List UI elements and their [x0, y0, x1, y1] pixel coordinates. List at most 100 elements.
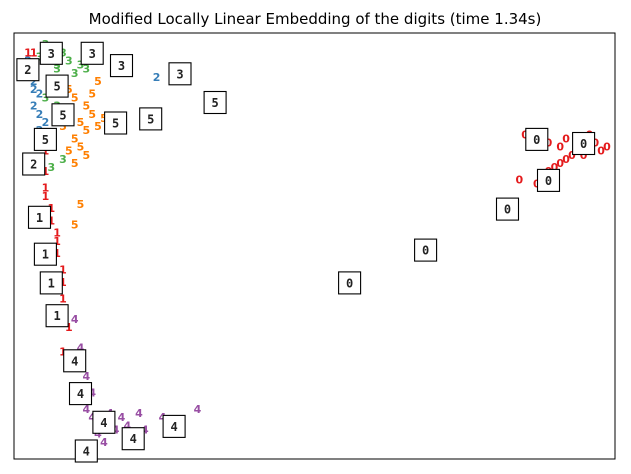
digit-thumbnail-glyph: 3	[118, 59, 125, 73]
point-digit-2: 2	[30, 100, 38, 113]
point-digit-1: 1	[47, 202, 55, 215]
point-digit-3: 3	[59, 153, 67, 166]
digit-thumbnail-2: 2	[16, 58, 40, 82]
digit-thumbnail-frame	[572, 131, 596, 156]
digit-thumbnail-3: 3	[168, 62, 192, 86]
digit-thumbnail-4: 4	[121, 427, 145, 451]
point-digit-1: 1	[53, 235, 61, 248]
digit-thumbnail-4: 4	[162, 414, 186, 438]
point-digit-4: 4	[135, 407, 143, 420]
point-digit-3: 3	[53, 63, 61, 76]
point-digit-2: 2	[36, 87, 44, 100]
digit-thumbnail-glyph: 2	[24, 63, 31, 77]
digit-thumbnail-frame	[27, 205, 52, 229]
point-digit-4: 4	[123, 419, 131, 432]
digit-thumbnail-glyph: 0	[346, 276, 353, 290]
point-digit-5: 5	[71, 91, 79, 104]
point-digit-5: 5	[77, 198, 85, 211]
digit-thumbnail-frame	[33, 242, 57, 266]
chart-title: Modified Locally Linear Embedding of the…	[89, 10, 542, 28]
point-digit-4: 4	[100, 436, 108, 449]
point-digit-2: 2	[30, 83, 38, 96]
point-digit-2: 2	[42, 116, 50, 129]
point-digit-5: 5	[71, 132, 79, 145]
point-digit-5: 5	[59, 120, 67, 133]
point-digit-4: 4	[94, 428, 102, 441]
digit-thumbnail-frame	[168, 62, 192, 86]
digit-thumbnail-4: 4	[63, 349, 87, 373]
point-digit-4: 4	[118, 411, 126, 424]
digit-thumbnail-frame	[525, 127, 549, 151]
point-digit-5: 5	[77, 116, 85, 129]
point-digit-1: 1	[59, 276, 67, 289]
digit-thumbnail-1: 1	[27, 205, 52, 229]
point-digit-4: 4	[194, 403, 202, 416]
point-digit-5: 5	[82, 124, 90, 137]
point-digit-1: 1	[59, 346, 67, 359]
digit-thumbnail-frame	[162, 414, 186, 438]
digit-thumbnail-frame	[51, 103, 75, 127]
point-digit-1: 1	[42, 165, 50, 178]
digit-thumbnail-frame	[121, 427, 145, 451]
digit-thumbnail-frame	[80, 41, 104, 65]
digit-thumbnail-frame	[109, 54, 134, 78]
digit-thumbnail-glyph: 5	[53, 80, 60, 94]
point-digit-1: 1	[59, 292, 67, 305]
point-digit-2: 2	[153, 71, 161, 84]
point-digit-0: 0	[591, 137, 599, 150]
point-digit-1: 1	[42, 182, 50, 195]
digit-thumbnail-5: 5	[104, 111, 128, 135]
point-digit-0: 0	[580, 149, 588, 162]
digit-thumbnail-frame	[203, 90, 227, 115]
digit-thumbnail-glyph: 4	[130, 432, 137, 446]
digit-thumbnail-0: 0	[338, 271, 362, 295]
point-digit-0: 0	[568, 149, 576, 162]
digit-thumbnail-glyph: 5	[211, 96, 218, 110]
point-digit-1: 1	[24, 46, 32, 59]
point-digit-4: 4	[77, 342, 85, 355]
point-digit-0: 0	[556, 157, 564, 170]
digit-thumbnail-glyph: 4	[170, 420, 177, 434]
digit-thumbnail-frame	[92, 410, 116, 434]
digit-thumbnail-0: 0	[525, 127, 549, 151]
digit-thumbnail-glyph: 5	[147, 112, 154, 126]
point-digit-4: 4	[82, 370, 90, 383]
point-digit-1: 1	[42, 190, 50, 203]
point-digit-3: 3	[71, 67, 79, 80]
digit-thumbnail-1: 1	[45, 304, 69, 328]
digit-thumbnail-5: 5	[45, 74, 69, 98]
point-digit-0: 0	[603, 141, 611, 154]
point-digit-0: 0	[597, 145, 605, 158]
point-digit-3: 3	[77, 59, 85, 72]
digit-thumbnail-frame	[104, 111, 128, 135]
digit-thumbnail-glyph: 3	[89, 47, 96, 61]
point-digit-3: 3	[42, 91, 50, 104]
digit-thumbnail-5: 5	[203, 90, 227, 115]
point-digit-3: 3	[82, 63, 90, 76]
digit-thumbnail-glyph: 1	[42, 248, 49, 262]
point-digit-0: 0	[545, 137, 553, 150]
digit-thumbnail-4: 4	[68, 382, 93, 406]
point-digit-5: 5	[100, 112, 108, 125]
digit-thumbnail-1: 1	[39, 271, 63, 295]
point-digit-1: 1	[53, 247, 61, 260]
point-digit-5: 5	[94, 120, 102, 133]
point-digit-3: 3	[47, 161, 55, 174]
digit-thumbnail-0: 0	[572, 131, 596, 156]
digit-thumbnail-glyph: 1	[53, 309, 60, 323]
point-digit-4: 4	[141, 424, 149, 437]
plot-frame	[13, 32, 616, 460]
digit-thumbnail-glyph: 4	[83, 445, 90, 459]
digit-thumbnail-glyph: 0	[422, 244, 429, 258]
digit-thumbnail-glyph: 1	[36, 211, 43, 225]
digit-thumbnail-5: 5	[139, 107, 163, 131]
point-digit-5: 5	[88, 108, 96, 121]
digit-thumbnail-0: 0	[536, 168, 561, 192]
digit-thumbnail-glyph: 4	[71, 354, 78, 368]
point-digit-3: 3	[36, 50, 44, 63]
point-digit-1: 1	[59, 264, 67, 277]
digit-thumbnail-frame	[45, 304, 69, 328]
digit-thumbnail-glyph: 3	[176, 67, 183, 81]
digit-thumbnail-glyph: 5	[59, 108, 66, 122]
